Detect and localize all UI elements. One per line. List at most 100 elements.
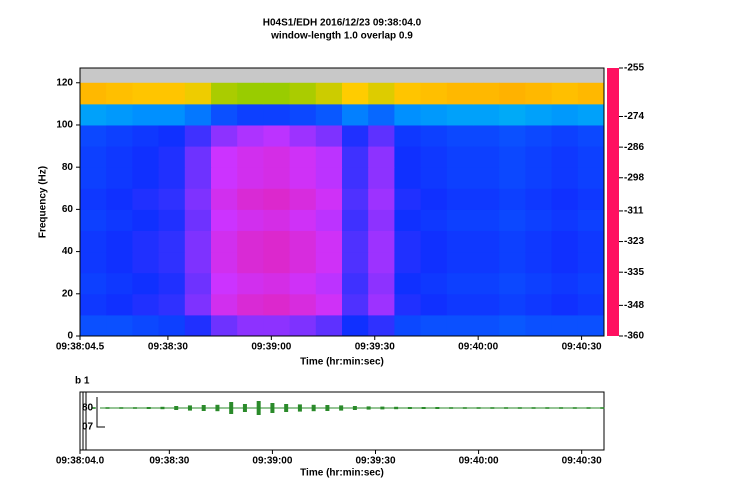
cell: [315, 188, 343, 210]
cell: [211, 209, 238, 231]
x-tick-label: 09:38:30: [148, 342, 188, 353]
cell: [80, 251, 107, 274]
cell: [289, 82, 317, 105]
waveform-envelope: [380, 406, 385, 410]
cell: [577, 167, 605, 189]
cell: [551, 146, 579, 168]
x-tick-label: 09:40:30: [562, 456, 602, 467]
colorbar-tick-label: -335: [624, 267, 644, 278]
cell: [237, 188, 264, 210]
cell: [237, 230, 264, 253]
cell: [237, 103, 264, 126]
cell: [158, 82, 186, 105]
x-tick-label: 09:38:30: [149, 456, 189, 467]
cell: [420, 82, 448, 105]
cell: [289, 188, 317, 210]
cell: [368, 146, 395, 168]
cell: [289, 146, 317, 168]
cell: [211, 314, 238, 337]
cell: [263, 293, 291, 316]
cell: [525, 167, 553, 189]
cell: [525, 209, 553, 231]
cell: [368, 251, 395, 274]
colorbar-tick-label: -348: [624, 300, 644, 311]
cell: [499, 230, 526, 253]
waveform-envelope: [449, 407, 454, 409]
cell: [237, 167, 264, 189]
waveform-envelope: [339, 405, 344, 411]
waveform-envelope: [297, 404, 302, 412]
y-tick-label: 80: [62, 162, 74, 173]
cell: [158, 230, 186, 253]
plot-frame: [79, 67, 605, 337]
cell: [446, 82, 474, 105]
cell: [446, 230, 474, 253]
cell: [446, 103, 474, 126]
cell: [342, 167, 369, 189]
cell: [80, 209, 107, 231]
cell: [80, 167, 107, 189]
cell: [342, 293, 369, 316]
cell: [211, 82, 238, 105]
y-tick-label: 100: [56, 120, 73, 131]
cell: [525, 82, 553, 105]
waveform-envelope: [256, 401, 261, 415]
x-tick-label: 09:40:30: [562, 342, 602, 353]
cell: [420, 230, 448, 253]
cell: [315, 293, 343, 316]
cell: [132, 272, 160, 295]
cell: [106, 188, 133, 210]
cell: [420, 272, 448, 295]
cell: [237, 82, 264, 105]
waveform-envelope: [325, 405, 330, 411]
cell: [315, 230, 343, 253]
cell: [499, 167, 526, 189]
x-axis-label: Time (hr:min:sec): [300, 357, 384, 368]
cell: [211, 103, 238, 126]
cell: [237, 272, 264, 295]
cell: [342, 103, 369, 126]
y-tick-label: 0: [67, 331, 73, 342]
cell: [132, 82, 160, 105]
cell: [211, 293, 238, 316]
cell: [394, 124, 422, 147]
cell: [473, 314, 500, 337]
waveform-bracket: [79, 392, 105, 450]
cell: [132, 146, 160, 168]
cell: [158, 124, 186, 147]
cell: [315, 272, 343, 295]
x-tick-label: 09:39:30: [355, 456, 395, 467]
cell: [525, 188, 553, 210]
cell: [106, 209, 133, 231]
x-tick-label: 09:38:04.0: [56, 456, 105, 467]
x-tick-label: 09:39:00: [252, 456, 292, 467]
waveform-envelope: [174, 406, 179, 410]
y-tick-label: 60: [62, 204, 74, 215]
cell: [106, 272, 133, 295]
cell: [525, 314, 553, 337]
waveform-envelope: [504, 407, 509, 409]
cell: [446, 251, 474, 274]
cell: [525, 230, 553, 253]
waveform-envelope: [586, 407, 591, 409]
colorbar-tick-label: -311: [624, 206, 644, 217]
cell: [132, 167, 160, 189]
cell: [184, 188, 212, 210]
cell: [289, 314, 317, 337]
cell: [551, 82, 579, 105]
cell: [106, 251, 133, 274]
cell: [184, 82, 212, 105]
cell: [420, 188, 448, 210]
cell: [577, 82, 605, 105]
cell: [158, 188, 186, 210]
cell: [158, 146, 186, 168]
x-tick-label: 09:38:04.5: [56, 342, 105, 353]
waveform-envelope: [270, 403, 275, 413]
cell: [420, 167, 448, 189]
cell: [473, 272, 500, 295]
y-tick-label: 80: [82, 403, 94, 414]
cell: [368, 209, 395, 231]
cell: [315, 209, 343, 231]
cell: [342, 82, 369, 105]
